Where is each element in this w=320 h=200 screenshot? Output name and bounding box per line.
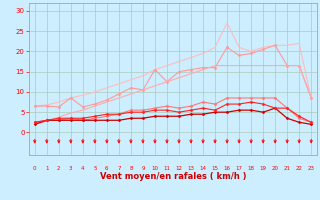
X-axis label: Vent moyen/en rafales ( km/h ): Vent moyen/en rafales ( km/h ): [100, 172, 246, 181]
